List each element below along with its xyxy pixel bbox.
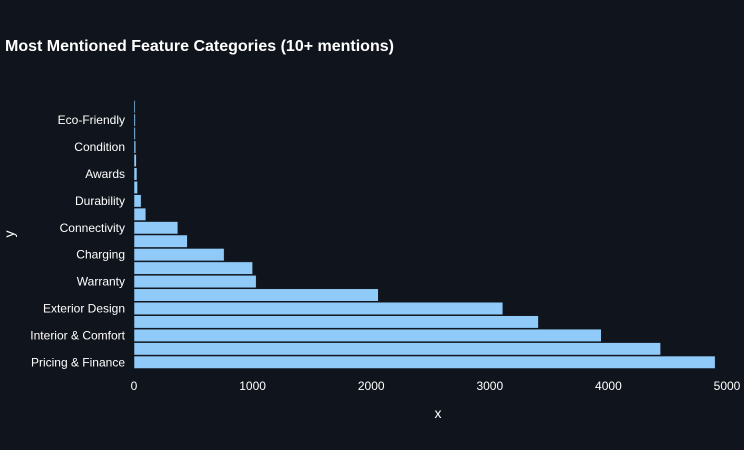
bar bbox=[133, 261, 253, 275]
y-axis-label: y bbox=[1, 231, 17, 238]
bar bbox=[133, 100, 136, 114]
x-tick-labels: 0 1000 2000 3000 4000 5000 bbox=[131, 379, 741, 393]
bar bbox=[133, 140, 137, 154]
x-tick-label: 4000 bbox=[595, 379, 622, 393]
y-tick-label: Exterior Design bbox=[43, 301, 125, 315]
bar bbox=[133, 221, 179, 235]
bar bbox=[133, 328, 602, 342]
bar bbox=[133, 113, 136, 127]
x-tick-label: 2000 bbox=[358, 379, 385, 393]
x-tick-label: 3000 bbox=[476, 379, 503, 393]
y-tick-label: Awards bbox=[85, 167, 125, 181]
bar bbox=[133, 355, 716, 369]
y-tick-label: Condition bbox=[74, 140, 125, 154]
bar bbox=[133, 154, 137, 168]
x-tick-label: 5000 bbox=[714, 379, 741, 393]
chart-title: Most Mentioned Feature Categories (10+ m… bbox=[5, 38, 394, 55]
y-tick-label: Eco-Friendly bbox=[58, 113, 125, 127]
bar bbox=[133, 234, 188, 248]
bar bbox=[133, 207, 147, 221]
bar bbox=[133, 315, 539, 329]
bar bbox=[133, 194, 142, 208]
bar bbox=[133, 167, 138, 181]
y-tick-label: Warranty bbox=[77, 275, 125, 289]
bar bbox=[133, 248, 225, 262]
bar bbox=[133, 180, 138, 194]
y-tick-labels: Pricing & Finance Interior & Comfort Exter… bbox=[30, 113, 125, 369]
bar bbox=[133, 288, 379, 302]
bar bbox=[133, 127, 136, 141]
y-tick-label: Connectivity bbox=[60, 221, 125, 235]
x-axis-label: x bbox=[435, 405, 442, 421]
y-tick-label: Charging bbox=[76, 248, 125, 262]
bar bbox=[133, 302, 504, 315]
y-tick-label: Durability bbox=[75, 194, 125, 208]
bars-group bbox=[133, 100, 716, 369]
bar bbox=[133, 342, 661, 356]
y-tick-label: Pricing & Finance bbox=[31, 355, 125, 369]
x-tick-label: 0 bbox=[131, 379, 138, 393]
y-tick-label: Interior & Comfort bbox=[30, 328, 125, 342]
bar bbox=[133, 275, 257, 289]
x-tick-label: 1000 bbox=[239, 379, 266, 393]
